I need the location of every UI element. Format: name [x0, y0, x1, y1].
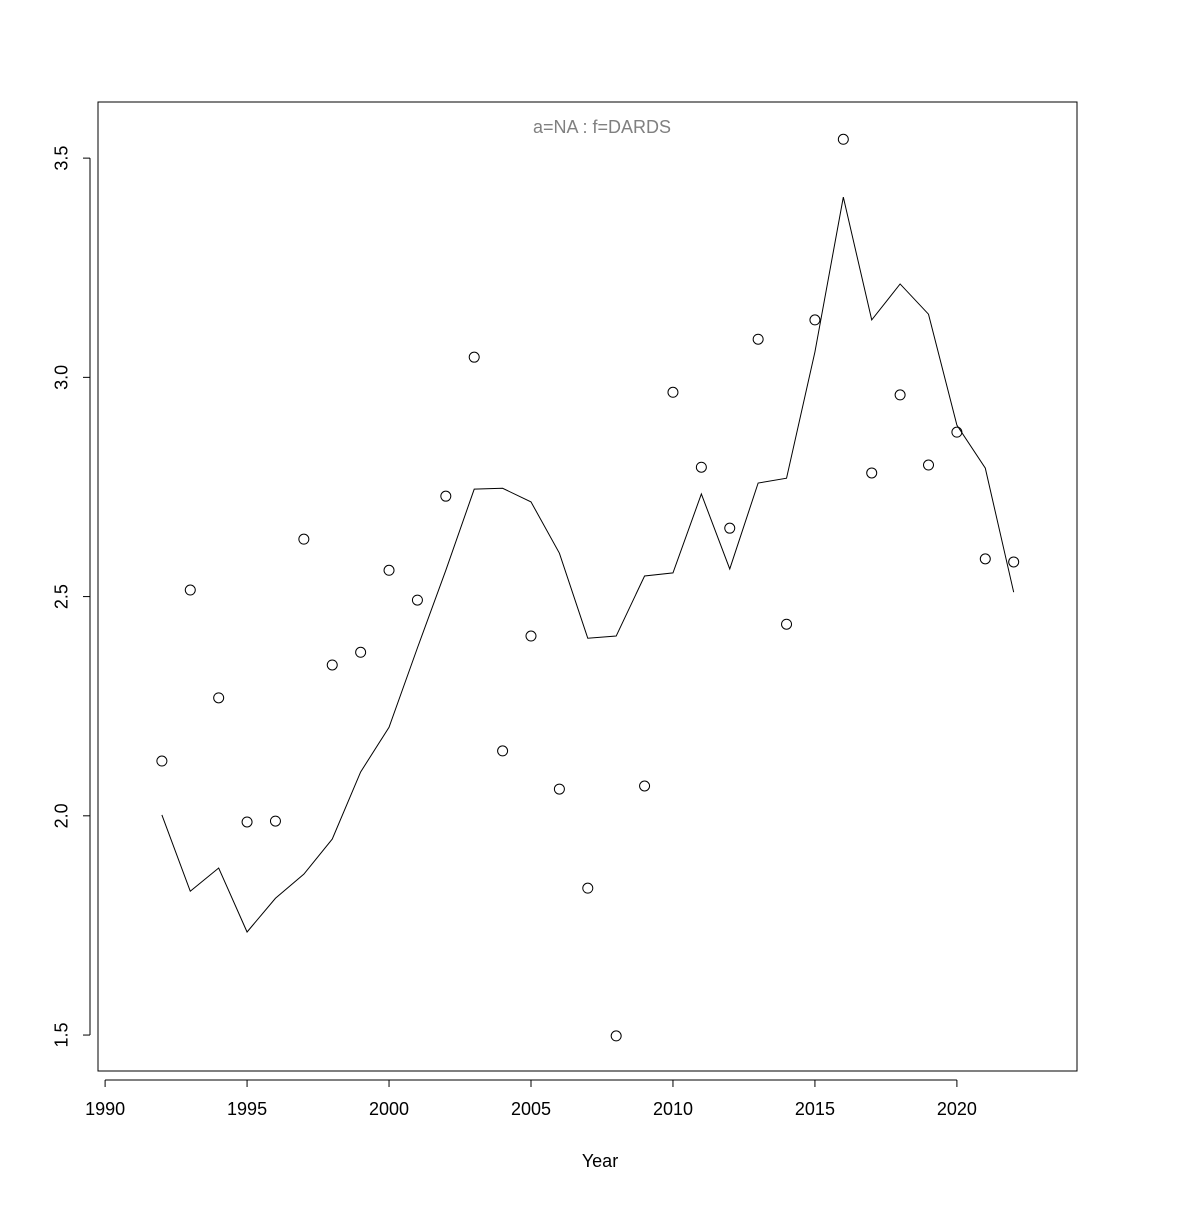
data-point	[383, 564, 395, 576]
data-point	[809, 314, 821, 326]
data-point	[440, 490, 452, 502]
y-tick-label: 3.0	[52, 365, 72, 390]
data-point	[468, 351, 480, 363]
y-tick-label: 2.5	[52, 584, 72, 609]
data-point	[923, 459, 935, 471]
data-point	[979, 553, 991, 565]
plot-frame	[97, 101, 1078, 1072]
x-tick-label: 2015	[795, 1099, 835, 1119]
data-point	[298, 533, 310, 545]
chart-title: a=NA : f=DARDS	[533, 117, 671, 137]
data-point	[610, 1030, 622, 1042]
data-point	[355, 646, 367, 658]
x-tick-label: 2020	[937, 1099, 977, 1119]
x-axis-label: Year	[582, 1151, 618, 1171]
data-point	[156, 755, 168, 767]
data-point	[582, 882, 594, 894]
data-point	[639, 780, 651, 792]
data-point	[667, 386, 679, 398]
data-point	[837, 133, 849, 145]
data-point	[525, 630, 537, 642]
data-point	[269, 815, 281, 827]
x-tick-label: 2005	[511, 1099, 551, 1119]
y-tick-label: 3.5	[52, 146, 72, 171]
x-tick-label: 1990	[85, 1099, 125, 1119]
data-point	[213, 692, 225, 704]
data-point	[553, 783, 565, 795]
data-point	[695, 461, 707, 473]
data-point	[326, 659, 338, 671]
data-point	[411, 594, 423, 606]
trend-line	[161, 197, 1015, 933]
data-point	[497, 745, 509, 757]
data-point	[951, 426, 963, 438]
data-point	[894, 389, 906, 401]
y-tick-label: 2.0	[52, 803, 72, 828]
data-point	[184, 584, 196, 596]
x-tick-label: 2000	[369, 1099, 409, 1119]
data-point	[1008, 556, 1020, 568]
x-tick-label: 1995	[227, 1099, 267, 1119]
y-tick-label: 1.5	[52, 1023, 72, 1048]
data-point	[752, 333, 764, 345]
data-point	[781, 618, 793, 630]
data-point	[866, 467, 878, 479]
data-point	[241, 816, 253, 828]
data-point	[724, 522, 736, 534]
x-tick-label: 2010	[653, 1099, 693, 1119]
